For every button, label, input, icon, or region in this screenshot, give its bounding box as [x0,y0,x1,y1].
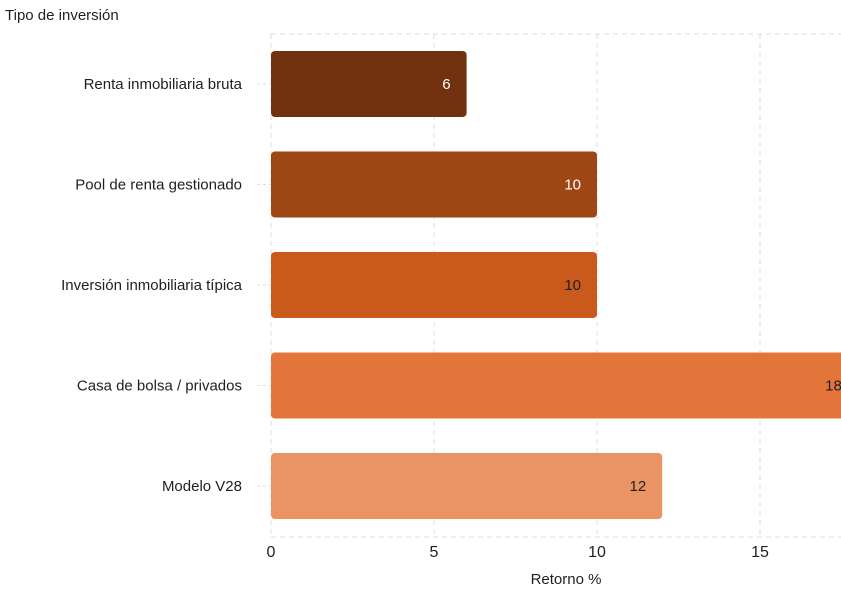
grid [257,33,841,538]
bar [271,51,467,117]
x-tick-label: 15 [751,544,769,561]
x-axis-ticks: 0 5 10 15 [267,544,769,561]
x-axis-title: Retorno % [531,571,602,588]
data-label: 6 [442,76,450,93]
x-tick-label: 0 [267,544,276,561]
category-label: Pool de renta gestionado [75,177,242,194]
data-label: 18 [825,378,841,395]
bar [271,151,597,218]
category-label: Inversión inmobiliaria típica [61,277,243,294]
x-tick-label: 5 [430,544,439,561]
x-tick-label: 10 [588,544,606,561]
bar [271,352,841,419]
data-label: 12 [630,478,647,495]
category-label: Modelo V28 [162,478,242,495]
category-labels: Renta inmobiliaria bruta Pool de renta ge… [61,76,243,495]
data-label: 10 [564,177,581,194]
data-label: 10 [564,277,581,294]
category-label: Renta inmobiliaria bruta [84,76,243,93]
bar [271,453,663,519]
bars: 6 10 10 18 12 [271,51,841,519]
category-label: Casa de bolsa / privados [77,378,242,395]
y-axis-title: Tipo de inversión [5,7,119,24]
bar [271,252,597,318]
